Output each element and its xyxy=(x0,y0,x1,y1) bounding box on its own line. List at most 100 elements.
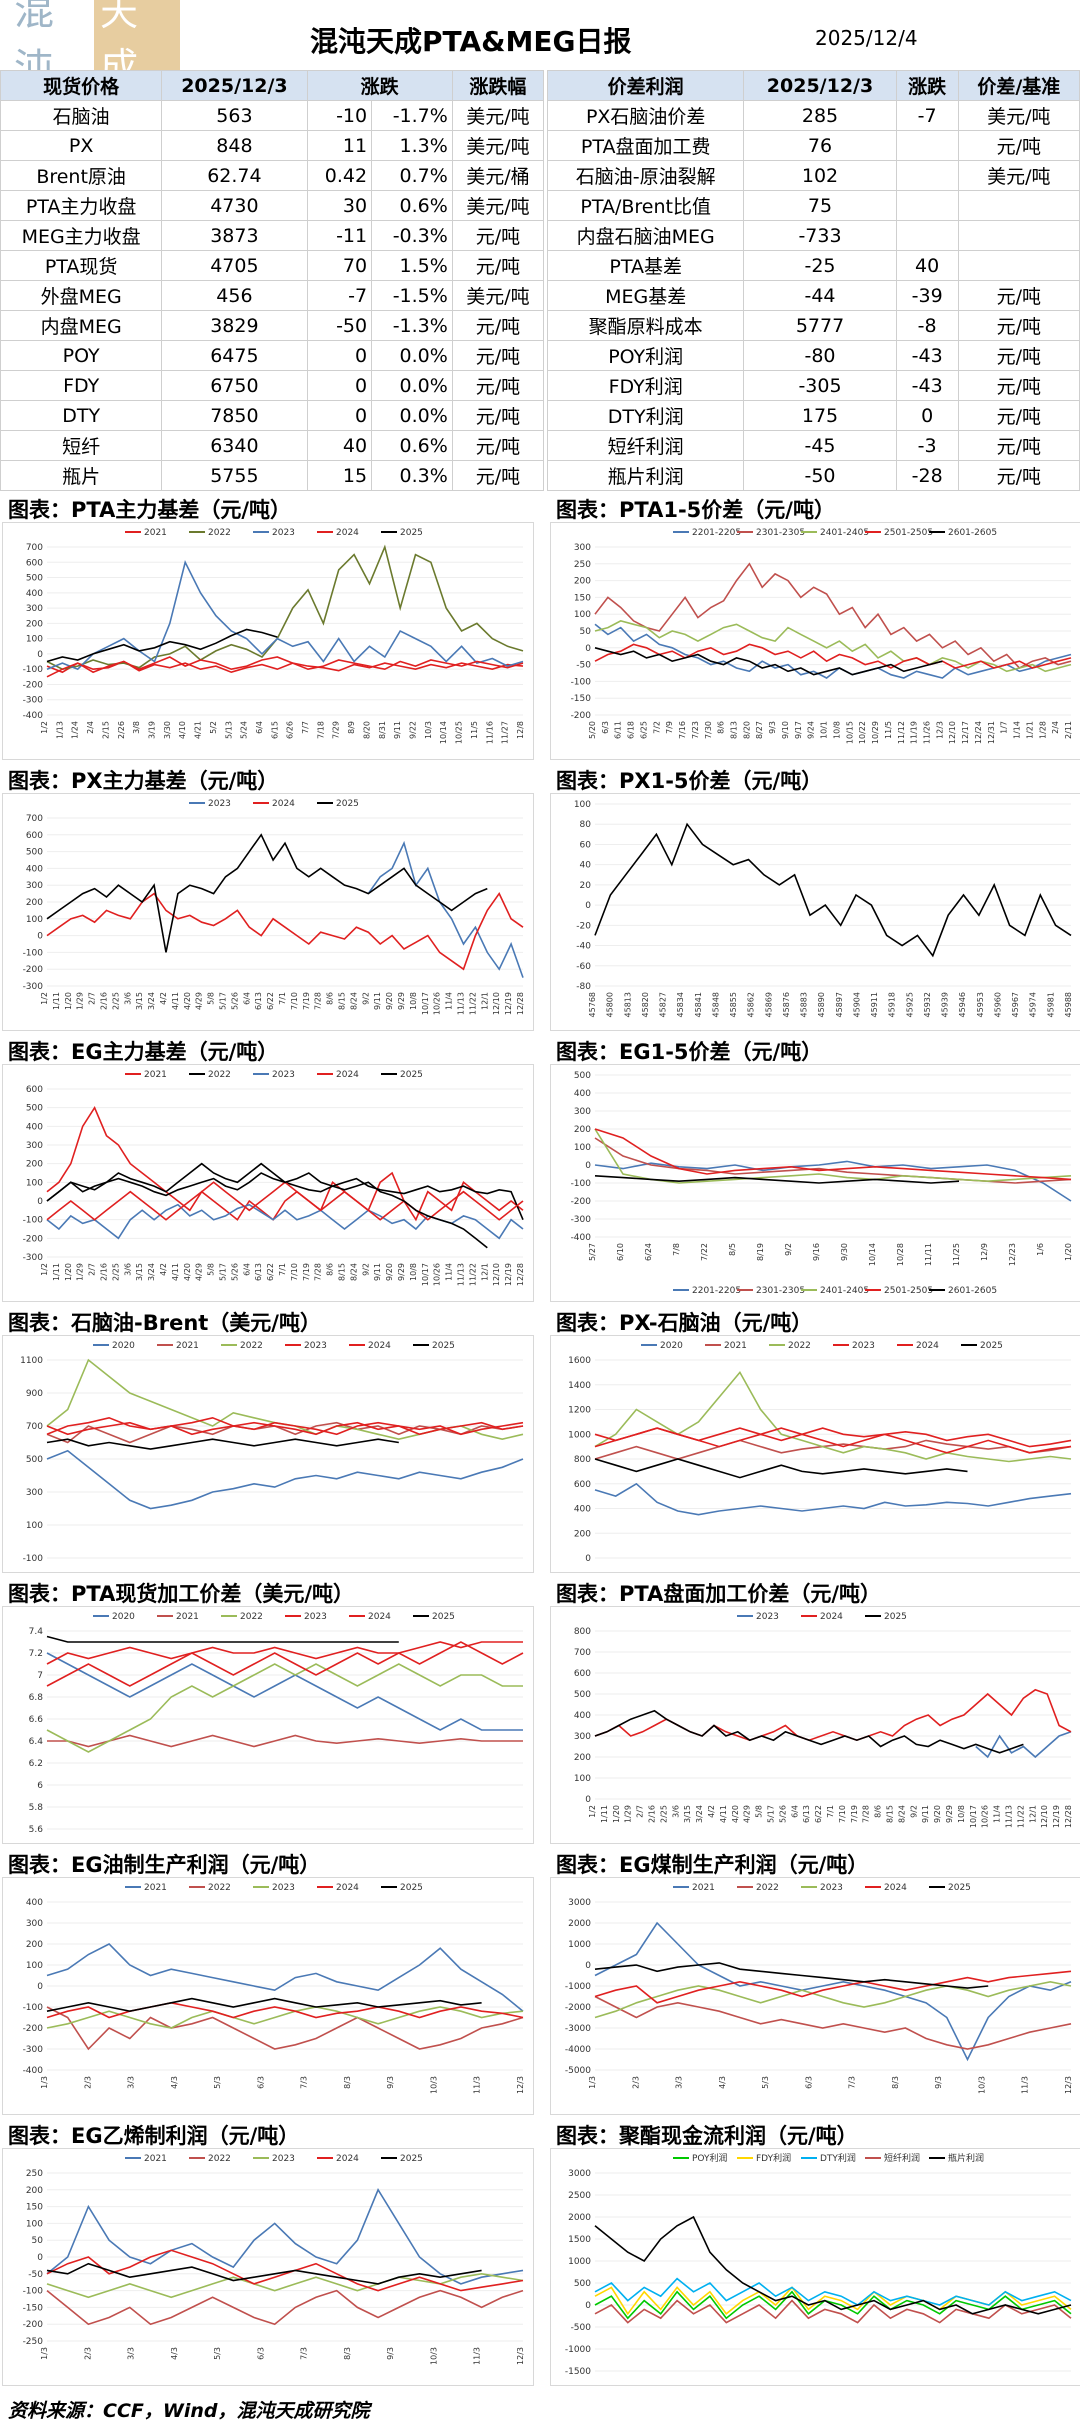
x-tick-label: 10/26 xyxy=(981,1805,990,1828)
x-tick-label: 12/19 xyxy=(504,992,513,1015)
x-tick-label: 9/2 xyxy=(909,1805,918,1818)
legend-label: 2025 xyxy=(400,2154,423,2164)
x-tick-label: 6/13 xyxy=(802,1805,811,1823)
series-line xyxy=(46,544,524,671)
x-tick-label: 6/3 xyxy=(601,721,610,734)
x-tick-label: 10/8 xyxy=(957,1805,966,1823)
x-tick-label: 1/29 xyxy=(624,1805,633,1823)
y-tick-label: 300 xyxy=(26,1919,43,1929)
y-tick-label: -80 xyxy=(576,982,591,992)
x-tick-label: 8/20 xyxy=(362,721,371,739)
y-tick-label: 600 xyxy=(26,1085,43,1095)
x-tick-label: 11/26 xyxy=(922,721,931,744)
x-tick-label: 6/18 xyxy=(627,721,636,739)
x-tick-label: 7/2 xyxy=(652,721,661,734)
y-tick-label: -250 xyxy=(23,2337,44,2347)
x-tick-label: 1/29 xyxy=(76,1263,85,1281)
legend-label: 2023 xyxy=(820,1883,843,1893)
series-line xyxy=(46,1641,523,1665)
x-tick-label: 11/5 xyxy=(884,721,893,739)
y-tick-label: -100 xyxy=(571,1179,592,1189)
cell-value: -45 xyxy=(743,430,897,461)
x-tick-label: 7/28 xyxy=(314,1263,323,1281)
x-tick-label: 8/9 xyxy=(347,721,356,734)
x-tick-label: 2/25 xyxy=(659,1805,668,1823)
table-row: PTA主力收盘 4730 30 0.6% 美元/吨 xyxy=(0,190,545,221)
x-tick-label: 12/8 xyxy=(516,721,525,739)
cell-name: PX xyxy=(0,130,163,161)
chart-title: 图表：PTA1-5价差（元/吨） xyxy=(556,498,835,522)
y-tick-label: -20 xyxy=(576,921,591,931)
x-tick-label: 7/3 xyxy=(300,2347,309,2360)
y-tick-label: 500 xyxy=(26,848,43,858)
header-cell: 价差/基准 xyxy=(957,70,1080,101)
x-tick-label: 5/26 xyxy=(778,1805,787,1823)
cell-change xyxy=(895,130,959,161)
x-tick-label: 12/3 xyxy=(935,721,944,739)
x-tick-label: 45876 xyxy=(782,992,791,1017)
x-tick-label: 45897 xyxy=(835,992,844,1017)
y-tick-label: 800 xyxy=(574,1627,591,1637)
x-tick-label: 7/10 xyxy=(838,1805,847,1823)
x-tick-label: 5/24 xyxy=(240,721,249,739)
cell-change: -11 xyxy=(306,220,373,251)
cell-change: -10 xyxy=(306,100,373,131)
cell-unit xyxy=(957,190,1080,221)
x-tick-label: 7/28 xyxy=(314,992,323,1010)
x-tick-label: 4/21 xyxy=(194,721,203,739)
x-tick-label: 11/22 xyxy=(468,1263,477,1286)
x-tick-label: 4/20 xyxy=(183,992,192,1010)
y-tick-label: -3000 xyxy=(565,2024,591,2034)
x-tick-label: 6/24 xyxy=(644,1243,653,1261)
series-line xyxy=(594,1458,968,1479)
cell-unit: 元/吨 xyxy=(957,430,1080,461)
x-tick-label: 7/1 xyxy=(278,992,287,1005)
x-tick-label: 10/1 xyxy=(820,721,829,739)
legend-label: 短纤利润 xyxy=(884,2152,920,2164)
x-tick-label: 5/26 xyxy=(230,1263,239,1281)
cell-name: 短纤 xyxy=(0,430,163,461)
cell-change: -28 xyxy=(895,460,959,491)
series-line xyxy=(46,1421,524,1444)
cell-change xyxy=(895,190,959,221)
x-tick-label: 6/4 xyxy=(242,1263,251,1276)
x-tick-label: 9/16 xyxy=(812,1243,821,1261)
series-line xyxy=(46,2006,524,2029)
table-row: POY 6475 0 0.0% 元/吨 xyxy=(0,340,545,371)
series-line xyxy=(46,1449,524,1510)
x-tick-label: 12/28 xyxy=(516,992,525,1015)
series-line xyxy=(46,1416,524,1436)
x-tick-label: 4/11 xyxy=(171,992,180,1010)
x-tick-label: 12/3 xyxy=(1064,2076,1073,2094)
x-tick-label: 5/17 xyxy=(767,1805,776,1823)
chart-title: 图表：EG油制生产利润（元/吨） xyxy=(8,1853,321,1877)
cell-name: 短纤利润 xyxy=(546,430,745,461)
y-tick-label: -200 xyxy=(23,680,44,690)
cell-pct: 1.3% xyxy=(371,130,453,161)
y-tick-label: 200 xyxy=(26,1160,43,1170)
y-tick-label: 200 xyxy=(26,2186,43,2196)
cell-unit: 美元/吨 xyxy=(451,280,545,311)
y-tick-label: 400 xyxy=(574,1089,591,1099)
cell-value: -44 xyxy=(743,280,897,311)
chart-title: 图表：石脑油-Brent（美元/吨） xyxy=(8,1311,321,1335)
x-tick-label: 6/4 xyxy=(255,721,264,734)
y-tick-label: 6.8 xyxy=(29,1693,44,1703)
legend-label: 2201-2205 xyxy=(692,1286,741,1296)
y-tick-label: 300 xyxy=(574,1732,591,1742)
x-tick-label: 3/15 xyxy=(683,1805,692,1823)
cell-unit: 美元/吨 xyxy=(451,130,545,161)
x-tick-label: 5/3 xyxy=(761,2076,770,2089)
line-chart: 1600 1400 1200 1000 800 600 400 200 0 2020 2021 202… xyxy=(550,1335,1080,1573)
series-line xyxy=(46,1997,482,2013)
cell-pct: -1.5% xyxy=(371,280,453,311)
cell-change: 40 xyxy=(306,430,373,461)
x-tick-label: 3/15 xyxy=(135,992,144,1010)
cell-value: -25 xyxy=(743,250,897,281)
cell-name: PTA盘面加工费 xyxy=(546,130,745,161)
cell-name: MEG主力收盘 xyxy=(0,220,163,251)
y-tick-label: 300 xyxy=(26,1141,43,1151)
cell-name: 石脑油-原油裂解 xyxy=(546,160,745,191)
y-tick-label: -200 xyxy=(23,965,44,975)
x-tick-label: 1/29 xyxy=(76,992,85,1010)
